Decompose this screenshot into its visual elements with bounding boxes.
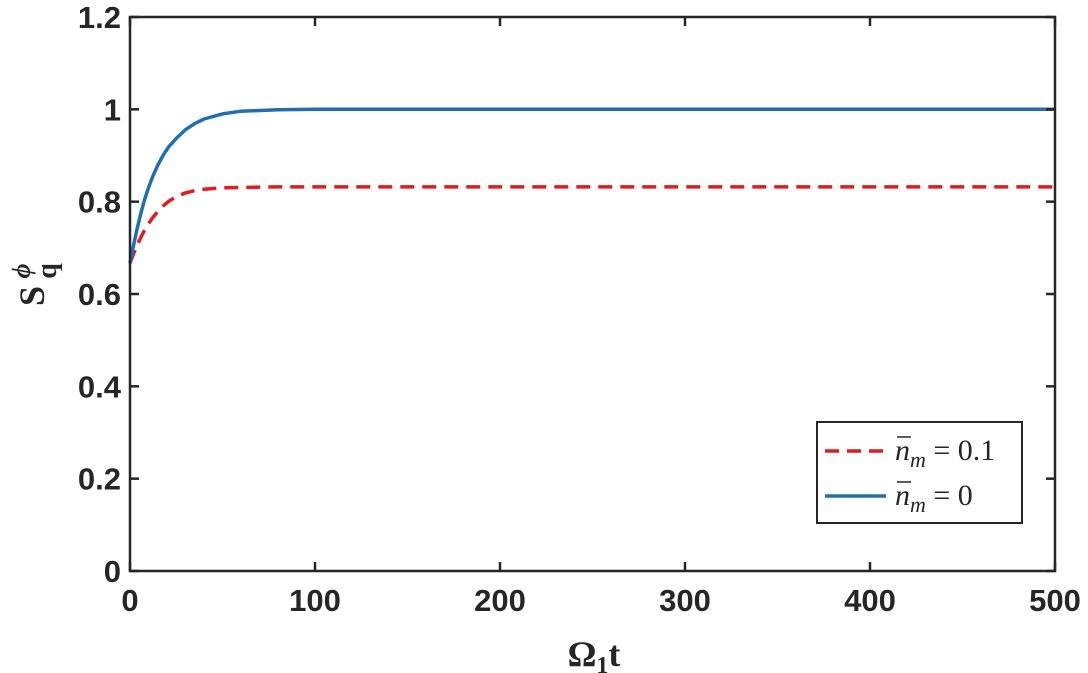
legend-1-rest: = 0 <box>926 479 973 512</box>
y-axis-label-sub: q <box>32 263 63 279</box>
x-tick-label-3: 300 <box>659 583 711 618</box>
y-axis-label-main: S <box>12 286 52 306</box>
legend-0-var: n <box>895 434 910 467</box>
legend-1-sub: m <box>910 492 926 517</box>
y-tick-label-5: 1 <box>104 92 121 127</box>
legend-box <box>816 421 1023 524</box>
legend-0-rest: = 0.1 <box>926 434 995 467</box>
x-axis-label-tail: t <box>608 634 620 673</box>
x-tick-label-0: 0 <box>121 583 138 618</box>
legend-1-var: n <box>895 479 910 512</box>
legend: nm = 0.1 nm = 0 <box>816 421 1023 524</box>
plot-frame <box>128 15 1057 573</box>
svg-text:ϕ: ϕ <box>7 263 36 278</box>
series-line-0 <box>128 185 1055 264</box>
y-axis-label-sup: ϕ <box>7 263 36 278</box>
y-tick-label-3: 0.6 <box>78 277 121 312</box>
svg-text:q: q <box>32 263 63 279</box>
series-lines <box>128 107 1055 264</box>
y-tick-labels: 0 0.2 0.4 0.6 0.8 1 1.2 <box>78 0 122 589</box>
x-tick-label-1: 100 <box>289 583 341 618</box>
x-tick-labels: 0 100 200 300 400 500 <box>121 583 1080 618</box>
y-tick-label-0: 0 <box>104 554 121 589</box>
series-line-1 <box>128 107 1055 264</box>
x-tick-label-2: 200 <box>474 583 526 618</box>
legend-entry-1: nm = 0 <box>895 479 973 517</box>
y-tick-label-1: 0.2 <box>78 462 121 497</box>
y-tick-label-4: 0.8 <box>78 185 121 220</box>
x-tick-label-4: 400 <box>844 583 896 618</box>
x-tick-label-5: 500 <box>1029 583 1081 618</box>
svg-text:S: S <box>12 286 52 306</box>
x-axis-label-sub: 1 <box>596 653 608 673</box>
y-tick-label-2: 0.4 <box>78 369 122 404</box>
y-axis-label: S ϕ q <box>7 263 63 306</box>
y-tick-label-6: 1.2 <box>78 0 121 35</box>
legend-0-sub: m <box>910 447 926 472</box>
x-axis-label: Ω1t <box>568 634 621 673</box>
x-axis-label-main: Ω <box>568 634 597 673</box>
legend-entry-0: nm = 0.1 <box>895 434 995 472</box>
